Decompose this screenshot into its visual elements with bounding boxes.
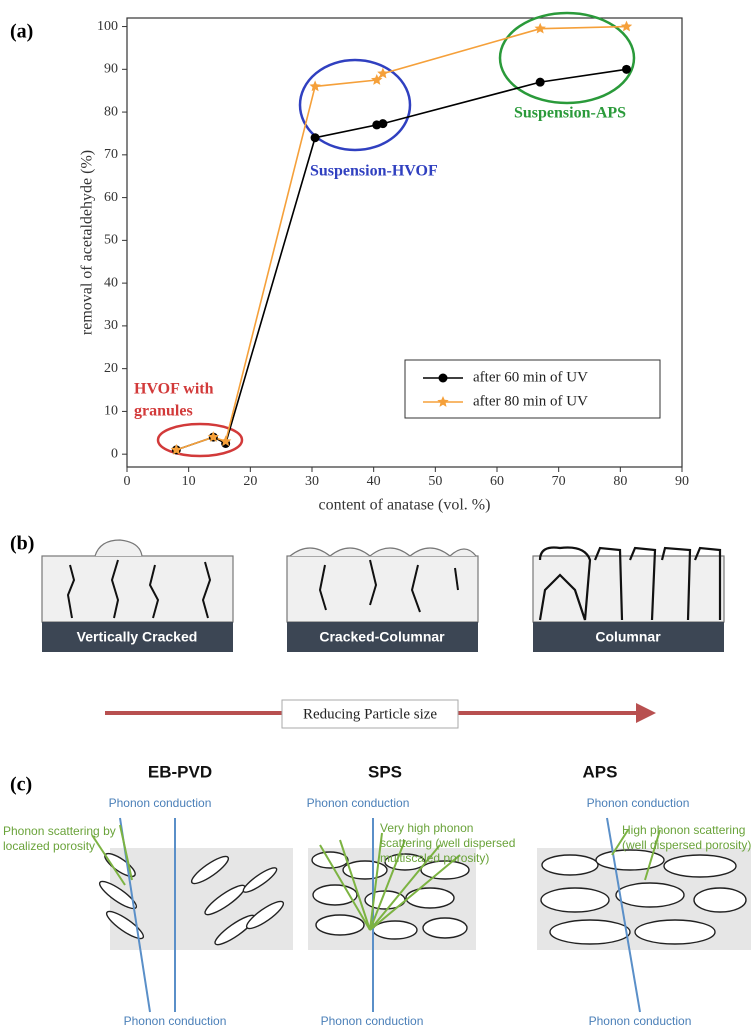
scattering-note: Very high phonon	[380, 821, 473, 835]
scattering-note: localized porosity	[3, 839, 95, 853]
legend-label: after 80 min of UV	[473, 393, 588, 409]
annotation: Suspension-HVOF	[310, 163, 438, 180]
panel-label: (b)	[10, 533, 34, 555]
column-title: SPS	[368, 762, 402, 781]
panel-c-drawing	[91, 817, 751, 1013]
panel-label: (c)	[10, 774, 32, 796]
annotation: granules	[134, 403, 193, 420]
highlight-ellipse	[298, 58, 412, 152]
x-tick-label: 90	[675, 474, 689, 489]
x-tick-label: 80	[613, 474, 627, 489]
star-marker	[534, 22, 546, 34]
cracks	[66, 546, 722, 621]
structure-label: Cracked-Columnar	[319, 629, 445, 645]
annotation: HVOF with	[134, 381, 214, 398]
star-marker	[170, 443, 182, 455]
y-tick-label: 0	[111, 446, 118, 461]
star-marker	[309, 80, 321, 92]
x-tick-label: 10	[182, 474, 196, 489]
panel-b-drawing	[41, 539, 725, 623]
phonon-top: Phonon conduction	[587, 796, 690, 810]
x-tick-label: 20	[243, 474, 257, 489]
panel-label: (a)	[10, 21, 33, 43]
arrow	[105, 699, 656, 729]
x-tick-label: 40	[367, 474, 381, 489]
circle-marker	[535, 77, 545, 87]
y-tick-label: 90	[104, 62, 118, 77]
circle-marker	[310, 133, 320, 143]
star-marker	[371, 74, 383, 85]
structure-label: Vertically Cracked	[77, 629, 198, 645]
x-tick-label: 50	[428, 474, 442, 489]
highlight-ellipse	[156, 422, 244, 458]
star-marker	[620, 20, 633, 32]
legend-marker	[438, 373, 448, 383]
legend-marker	[437, 396, 449, 407]
y-axis-label: removal of acetaldehyde (%)	[79, 150, 96, 335]
highlight-ellipse	[498, 11, 636, 105]
x-tick-label: 60	[490, 474, 504, 489]
x-tick-label: 70	[552, 474, 566, 489]
star-marker	[377, 67, 389, 79]
legend-label: after 60 min of UV	[473, 369, 588, 385]
phonon-bottom: Phonon conduction	[124, 1014, 227, 1028]
y-tick-label: 30	[104, 318, 118, 333]
y-tick-label: 70	[104, 147, 118, 162]
star-marker	[220, 435, 232, 447]
scattering-note: Phonon scattering by	[3, 824, 116, 838]
y-tick-label: 40	[104, 275, 118, 290]
scattering-note: (well dispersed porosity)	[622, 838, 751, 852]
phonon-bottom: Phonon conduction	[321, 1014, 424, 1028]
annotation: Suspension-APS	[514, 105, 626, 122]
base-bands	[42, 622, 724, 652]
x-tick-label: 0	[124, 474, 131, 489]
legend-box	[404, 359, 661, 419]
arrow-label: Reducing Particle size	[303, 706, 437, 722]
scattering-note: multiscaled porosity)	[380, 851, 489, 865]
phonon-top: Phonon conduction	[109, 796, 212, 810]
y-tick-label: 60	[104, 190, 118, 205]
plot-frame	[126, 17, 683, 468]
y-tick-label: 50	[104, 233, 118, 248]
y-tick-label: 80	[104, 104, 118, 119]
structure-label: Columnar	[595, 629, 661, 645]
phonon-bottom: Phonon conduction	[589, 1014, 692, 1028]
star-marker	[207, 431, 219, 442]
x-axis-label: content of anatase (vol. %)	[319, 497, 491, 514]
scattering-note: scattering (well dispersed	[380, 836, 515, 850]
circle-marker	[378, 119, 388, 129]
column-title: APS	[583, 762, 618, 781]
y-tick-label: 20	[104, 361, 118, 376]
column-title: EB-PVD	[148, 762, 212, 781]
x-tick-label: 30	[305, 474, 319, 489]
phonon-top: Phonon conduction	[307, 796, 410, 810]
circle-marker	[622, 64, 631, 74]
scattering-note: High phonon scattering	[622, 823, 745, 837]
y-tick-label: 10	[104, 404, 118, 419]
y-tick-label: 100	[97, 19, 118, 34]
